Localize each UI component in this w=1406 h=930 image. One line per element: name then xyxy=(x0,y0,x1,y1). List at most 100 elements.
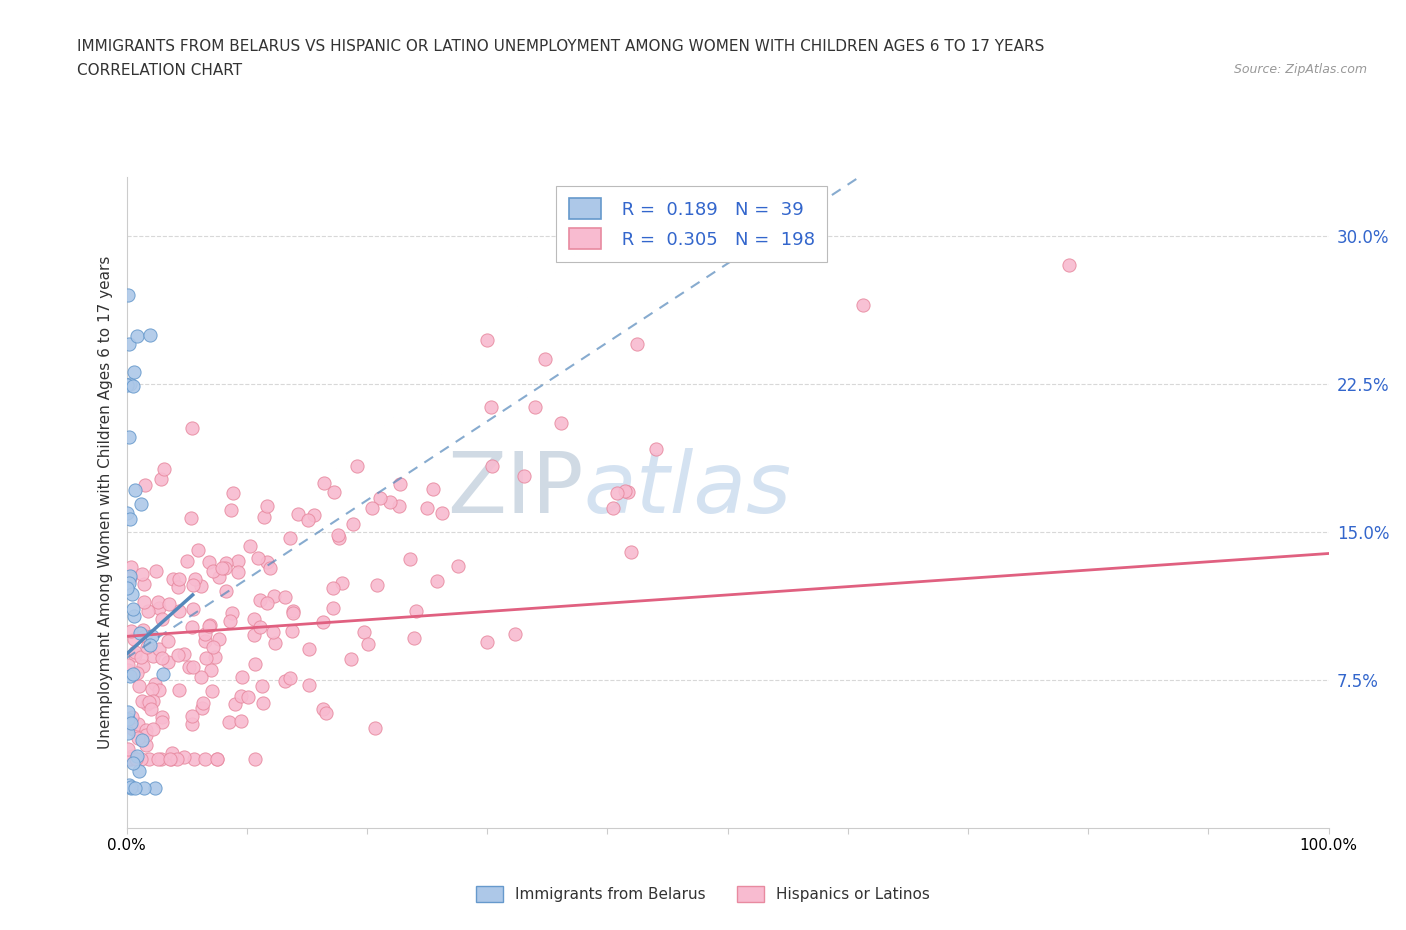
Point xyxy=(118,576,141,591)
Point xyxy=(120,624,142,639)
Point xyxy=(122,722,145,737)
Point xyxy=(134,629,156,644)
Point xyxy=(153,461,176,476)
Point xyxy=(143,677,166,692)
Point xyxy=(264,635,287,650)
Point xyxy=(141,701,163,716)
Point xyxy=(181,578,204,593)
Point xyxy=(142,721,165,736)
Point xyxy=(184,571,207,586)
Point xyxy=(160,745,183,760)
Point xyxy=(121,602,143,617)
Point xyxy=(117,287,139,302)
Point xyxy=(249,592,271,607)
Point xyxy=(191,696,214,711)
Point xyxy=(205,751,228,766)
Point xyxy=(145,564,167,578)
Point xyxy=(389,477,412,492)
Point xyxy=(197,554,219,569)
Point xyxy=(135,723,157,737)
Point xyxy=(312,614,335,629)
Point xyxy=(117,725,139,740)
Point xyxy=(117,662,139,677)
Point xyxy=(328,527,350,542)
Point xyxy=(360,500,382,515)
Point xyxy=(118,571,141,586)
Point xyxy=(226,565,249,579)
Point xyxy=(152,710,174,724)
Point xyxy=(302,508,325,523)
Point xyxy=(215,556,238,571)
Point xyxy=(614,484,637,498)
Point xyxy=(187,542,209,557)
Point xyxy=(219,502,242,517)
Point xyxy=(297,512,319,527)
Point xyxy=(208,631,231,646)
Point xyxy=(122,365,145,379)
Point xyxy=(475,634,498,649)
Point xyxy=(208,569,231,584)
Point xyxy=(132,577,155,591)
Point xyxy=(148,751,170,766)
Point xyxy=(368,491,391,506)
Point xyxy=(180,716,202,731)
Point xyxy=(273,674,295,689)
Point xyxy=(166,751,188,766)
Point xyxy=(229,714,252,729)
Point xyxy=(157,654,180,669)
Point xyxy=(173,749,195,764)
Point xyxy=(115,581,138,596)
Point xyxy=(141,629,163,644)
Text: ZIP: ZIP xyxy=(447,447,583,531)
Point xyxy=(215,584,238,599)
Point xyxy=(150,715,173,730)
Point xyxy=(211,561,233,576)
Point xyxy=(132,781,155,796)
Point xyxy=(149,472,172,486)
Point xyxy=(132,623,155,638)
Point xyxy=(195,651,218,666)
Point xyxy=(342,516,364,531)
Point xyxy=(416,500,439,515)
Point xyxy=(122,632,145,647)
Point xyxy=(322,580,344,595)
Point xyxy=(198,618,221,633)
Point xyxy=(167,683,190,698)
Point xyxy=(550,416,572,431)
Point xyxy=(259,560,281,575)
Point xyxy=(131,694,153,709)
Point xyxy=(481,458,503,473)
Point xyxy=(136,697,159,711)
Point xyxy=(214,561,236,576)
Point xyxy=(121,586,143,601)
Point xyxy=(118,751,141,766)
Text: Source: ZipAtlas.com: Source: ZipAtlas.com xyxy=(1233,63,1367,76)
Point xyxy=(121,749,143,764)
Point xyxy=(312,476,335,491)
Point xyxy=(626,337,648,352)
Point xyxy=(620,545,643,560)
Point xyxy=(128,626,150,641)
Point xyxy=(194,633,217,648)
Point xyxy=(247,551,270,565)
Point xyxy=(138,751,160,766)
Point xyxy=(205,751,228,766)
Point xyxy=(190,670,212,684)
Point xyxy=(131,733,153,748)
Text: atlas: atlas xyxy=(583,447,792,531)
Legend:  R =  0.189   N =  39,  R =  0.305   N =  198: R = 0.189 N = 39, R = 0.305 N = 198 xyxy=(555,186,827,261)
Point xyxy=(118,778,141,793)
Point xyxy=(378,495,401,510)
Point xyxy=(479,400,502,415)
Point xyxy=(118,430,141,445)
Point xyxy=(157,597,180,612)
Point xyxy=(120,512,142,526)
Point xyxy=(645,442,668,457)
Point xyxy=(122,379,145,393)
Point xyxy=(256,554,278,569)
Point xyxy=(250,679,273,694)
Point xyxy=(281,624,304,639)
Point xyxy=(125,751,148,766)
Point xyxy=(404,631,426,645)
Point xyxy=(226,554,249,569)
